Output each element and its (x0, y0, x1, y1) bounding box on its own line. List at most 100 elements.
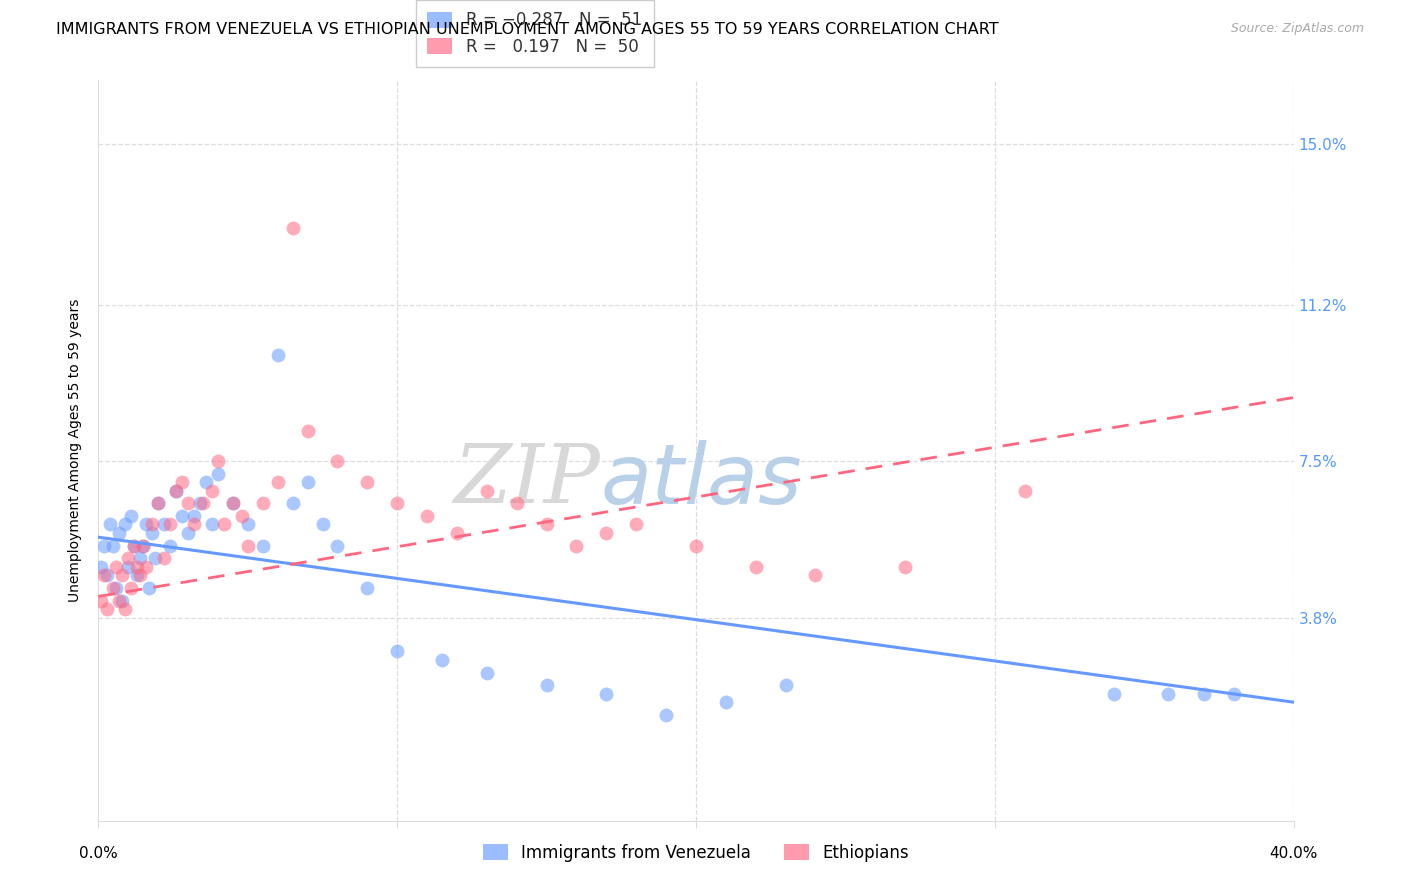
Point (595, 687, 617, 701)
Point (356, 581, 378, 595)
Point (536, 678, 558, 692)
Point (165, 483, 187, 498)
Point (132, 539, 155, 553)
Point (120, 581, 142, 595)
Point (127, 559, 149, 574)
Point (108, 593, 131, 607)
Legend: Immigrants from Venezuela, Ethiopians: Immigrants from Venezuela, Ethiopians (472, 833, 920, 871)
Point (1014, 483, 1036, 498)
Point (148, 496, 170, 510)
Point (191, 496, 214, 510)
Point (93, 539, 115, 553)
Point (172, 509, 194, 524)
Point (195, 475, 218, 490)
Point (129, 568, 152, 582)
Point (326, 454, 349, 468)
Point (117, 551, 139, 566)
Point (565, 539, 588, 553)
Point (475, 483, 498, 498)
Point (311, 517, 333, 532)
Point (207, 454, 229, 468)
Point (1157, 687, 1180, 701)
Point (1223, 687, 1246, 701)
Point (416, 509, 439, 524)
Point (236, 517, 259, 532)
Point (626, 517, 648, 532)
Point (153, 551, 176, 566)
Text: 40.0%: 40.0% (1270, 846, 1317, 861)
Point (159, 539, 181, 553)
Point (536, 517, 558, 532)
Text: IMMIGRANTS FROM VENEZUELA VS ETHIOPIAN UNEMPLOYMENT AMONG AGES 55 TO 59 YEARS CO: IMMIGRANTS FROM VENEZUELA VS ETHIOPIAN U… (56, 22, 998, 37)
Point (111, 568, 134, 582)
Point (1192, 687, 1215, 701)
Point (148, 496, 170, 510)
Point (281, 221, 304, 235)
Text: atlas: atlas (600, 440, 801, 521)
Point (105, 559, 128, 574)
Point (212, 517, 235, 532)
Point (120, 509, 142, 524)
Point (124, 539, 146, 553)
Point (506, 496, 529, 510)
Point (143, 551, 166, 566)
Point (267, 475, 290, 490)
Point (114, 517, 136, 532)
Point (201, 517, 224, 532)
Point (430, 653, 453, 667)
Point (103, 539, 125, 553)
Point (172, 475, 194, 490)
Text: Source: ZipAtlas.com: Source: ZipAtlas.com (1230, 22, 1364, 36)
Point (356, 475, 378, 490)
Point (135, 559, 157, 574)
Point (745, 559, 768, 574)
Point (103, 581, 125, 595)
Point (129, 551, 152, 566)
Point (252, 539, 274, 553)
Point (153, 517, 176, 532)
Point (127, 568, 149, 582)
Y-axis label: Unemployment Among Ages 55 to 59 years: Unemployment Among Ages 55 to 59 years (69, 299, 83, 602)
Point (124, 539, 146, 553)
Point (595, 525, 617, 540)
Point (326, 539, 349, 553)
Point (117, 559, 139, 574)
Point (385, 496, 409, 510)
Point (297, 425, 319, 439)
Point (105, 581, 128, 595)
Point (183, 517, 205, 532)
Point (98, 517, 122, 532)
Point (385, 644, 409, 658)
Point (201, 483, 224, 498)
Point (165, 483, 187, 498)
Point (894, 559, 917, 574)
Point (775, 678, 797, 692)
Point (183, 509, 205, 524)
Text: ZIP: ZIP (454, 440, 600, 520)
Point (132, 539, 155, 553)
Point (96, 568, 118, 582)
Point (159, 517, 181, 532)
Point (231, 509, 253, 524)
Point (207, 467, 229, 481)
Point (93, 568, 115, 582)
Point (1104, 687, 1126, 701)
Point (90, 559, 112, 574)
Point (297, 475, 319, 490)
Point (90, 593, 112, 607)
Point (714, 695, 737, 709)
Point (135, 517, 157, 532)
Point (267, 348, 290, 362)
Point (114, 602, 136, 616)
Point (281, 496, 304, 510)
Point (236, 539, 259, 553)
Point (804, 568, 827, 582)
Point (177, 496, 200, 510)
Point (138, 581, 160, 595)
Point (188, 496, 211, 510)
Point (108, 525, 131, 540)
Point (141, 517, 163, 532)
Point (111, 593, 134, 607)
Point (141, 525, 163, 540)
Point (446, 525, 468, 540)
